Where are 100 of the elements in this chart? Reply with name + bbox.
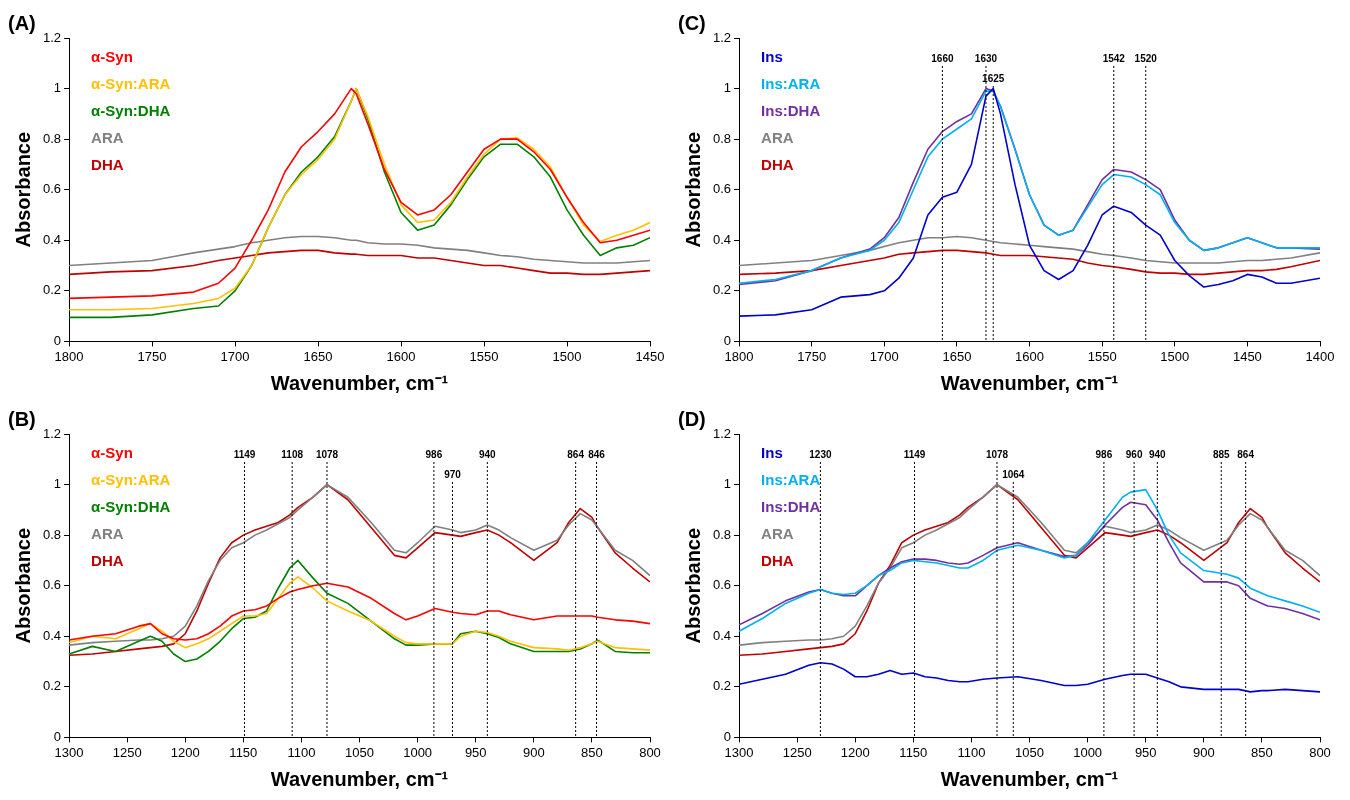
x-tick-label: 850 [581, 744, 603, 760]
y-tick-label: 1 [723, 476, 732, 492]
ref-line-label: 1660 [931, 53, 954, 64]
x-axis-title: Wavenumber, cm⁻¹ [940, 767, 1119, 790]
x-tick-label: 1600 [1015, 348, 1044, 364]
x-tick-label: 1800 [54, 348, 84, 364]
y-tick-label: 0.4 [42, 627, 62, 643]
y-tick-label: 0 [53, 332, 62, 348]
chart-title: (B) [8, 407, 36, 430]
x-tick-label: 1400 [1305, 348, 1335, 364]
ref-line-label: 864 [1237, 449, 1255, 460]
text: Ins [761, 444, 783, 461]
chart-title: (A) [8, 11, 36, 34]
x-tick-label: 1450 [1232, 348, 1262, 364]
text: Ins:ARA [761, 471, 821, 488]
y-tick-label: 1.2 [42, 425, 62, 441]
y-tick-label: 1.2 [712, 29, 732, 45]
x-tick-label: 1550 [469, 348, 499, 364]
ref-line-label: 864 [567, 449, 585, 460]
y-tick-label: 0 [53, 728, 62, 744]
ref-line-label: 1520 [1134, 53, 1158, 64]
chart-title: (D) [678, 407, 706, 430]
text: α-Syn [91, 444, 133, 461]
text: Ins:DHA [761, 102, 821, 119]
text: Ins:ARA [761, 75, 821, 92]
x-tick-label: 1150 [229, 744, 258, 760]
x-axis-title: Wavenumber, cm⁻¹ [270, 371, 449, 394]
y-tick-label: 0.6 [712, 577, 732, 593]
y-axis-title: Absorbance [11, 527, 34, 644]
y-tick-label: 1.2 [712, 425, 732, 441]
y-tick-label: 1 [53, 80, 62, 96]
y-tick-label: 0.6 [42, 181, 62, 197]
ref-line-label: 1108 [281, 449, 304, 460]
x-tick-label: 1100 [287, 744, 316, 760]
text: DHA [761, 552, 794, 569]
x-tick-label: 1750 [797, 348, 827, 364]
x-tick-label: 900 [522, 744, 545, 760]
ref-line-label: 1630 [974, 53, 998, 64]
x-tick-label: 1100 [957, 744, 986, 760]
y-tick-label: 0.4 [712, 231, 732, 247]
x-tick-label: 1200 [170, 744, 200, 760]
y-tick-label: 1 [723, 80, 732, 96]
text: α-Syn [91, 48, 133, 65]
x-tick-label: 1450 [635, 348, 665, 364]
text: α-Syn:ARA [91, 471, 171, 488]
x-tick-label: 1500 [1160, 348, 1190, 364]
x-tick-label: 800 [1309, 744, 1331, 760]
ref-line-label: 846 [588, 449, 606, 460]
text: Ins:DHA [761, 498, 821, 515]
ref-line-label: 1625 [982, 73, 1005, 84]
y-tick-label: 0.2 [712, 678, 732, 694]
x-tick-label: 1500 [552, 348, 582, 364]
y-tick-label: 0.6 [42, 577, 62, 593]
x-tick-label: 1300 [54, 744, 84, 760]
ref-line-label: 1230 [809, 449, 832, 460]
x-tick-label: 850 [1251, 744, 1273, 760]
ref-line-label: 1149 [233, 449, 256, 460]
y-tick-label: 0.8 [712, 130, 732, 146]
y-tick-label: 0.4 [712, 627, 732, 643]
text: α-Syn:DHA [91, 102, 171, 119]
x-tick-label: 1150 [899, 744, 928, 760]
ref-line-label: 986 [1095, 449, 1113, 460]
y-tick-label: 0.8 [712, 526, 732, 542]
x-tick-label: 1700 [220, 348, 250, 364]
text: ARA [91, 129, 124, 146]
ref-line-label: 1064 [1002, 469, 1025, 480]
text: DHA [91, 552, 124, 569]
ref-line-label: 986 [425, 449, 443, 460]
x-axis-title: Wavenumber, cm⁻¹ [940, 371, 1119, 394]
x-tick-label: 800 [639, 744, 661, 760]
y-tick-label: 1.2 [42, 29, 62, 45]
y-tick-label: 0.6 [712, 181, 732, 197]
x-tick-label: 1000 [403, 744, 433, 760]
x-tick-label: 950 [464, 744, 487, 760]
y-tick-label: 0.8 [42, 526, 62, 542]
x-tick-label: 1200 [840, 744, 870, 760]
x-tick-label: 1750 [137, 348, 167, 364]
ref-line-label: 1149 [903, 449, 926, 460]
ref-line-label: 960 [1125, 449, 1143, 460]
x-tick-label: 1300 [724, 744, 754, 760]
text: DHA [91, 156, 124, 173]
y-tick-label: 0.2 [42, 678, 62, 694]
x-tick-label: 1250 [112, 744, 142, 760]
text: ARA [761, 129, 794, 146]
x-tick-label: 1000 [1073, 744, 1103, 760]
y-tick-label: 0.2 [42, 282, 62, 298]
text: ARA [91, 525, 124, 542]
x-tick-label: 1650 [942, 348, 972, 364]
y-tick-label: 0.2 [712, 282, 732, 298]
y-tick-label: 0 [723, 332, 732, 348]
x-tick-label: 1050 [345, 744, 374, 760]
x-tick-label: 1650 [303, 348, 333, 364]
ref-line-label: 885 [1212, 449, 1231, 460]
text: α-Syn:DHA [91, 498, 171, 515]
text: α-Syn:ARA [91, 75, 171, 92]
y-axis-title: Absorbance [681, 131, 704, 248]
y-tick-label: 0 [723, 728, 732, 744]
y-axis-title: Absorbance [11, 131, 34, 248]
x-tick-label: 1600 [386, 348, 416, 364]
x-tick-label: 1050 [1015, 744, 1044, 760]
